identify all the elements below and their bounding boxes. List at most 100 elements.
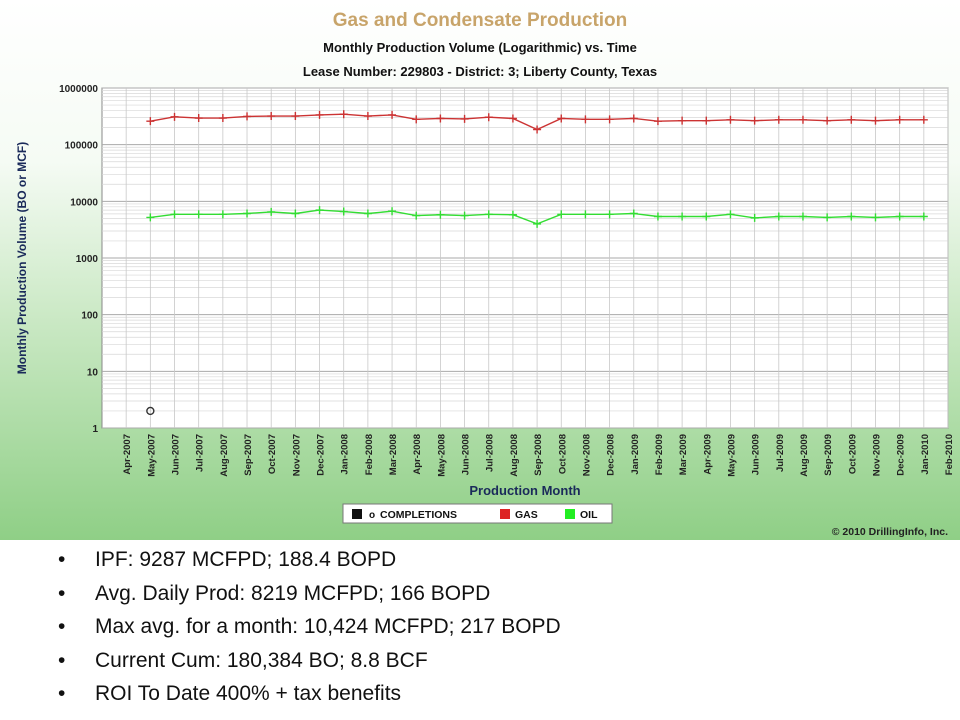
bullet-current-cum: Current Cum: 180,384 BO; 8.8 BCF — [58, 644, 561, 678]
data-point-oil — [339, 207, 348, 216]
y-axis-label: Monthly Production Volume (BO or MCF) — [15, 142, 29, 374]
x-tick-label: Dec-2008 — [606, 434, 617, 476]
data-point-oil — [533, 219, 542, 228]
data-point-oil — [605, 210, 614, 219]
x-tick-label: Dec-2007 — [316, 434, 327, 476]
data-point-oil — [267, 207, 276, 216]
data-point-gas — [702, 116, 711, 125]
x-tick-label: Mar-2008 — [388, 434, 399, 475]
x-tick-label: Sep-2009 — [823, 434, 834, 476]
data-point-gas — [605, 115, 614, 124]
x-tick-label: Jan-2010 — [920, 434, 931, 475]
data-point-oil — [460, 211, 469, 220]
y-tick-label: 100000 — [65, 141, 99, 152]
bullet-ipf: IPF: 9287 MCFPD; 188.4 BOPD — [58, 543, 561, 577]
legend-swatch-completions — [352, 509, 362, 519]
x-tick-label: Apr-2007 — [122, 434, 133, 475]
data-point-gas — [798, 115, 807, 124]
data-point-gas — [291, 112, 300, 121]
x-tick-label: Feb-2010 — [944, 434, 955, 475]
data-point-oil — [919, 212, 928, 221]
x-tick-label: Feb-2008 — [364, 434, 375, 475]
data-point-oil — [243, 209, 252, 218]
legend-swatch-oil — [565, 509, 575, 519]
legend-box — [342, 503, 613, 524]
y-tick-label: 10 — [87, 367, 99, 378]
y-tick-label: 1 — [92, 424, 98, 435]
data-point-oil — [412, 211, 421, 220]
legend-label-gas: GAS — [515, 509, 538, 521]
bullet-max-avg: Max avg. for a month: 10,424 MCFPD; 217 … — [58, 610, 561, 644]
data-point-gas — [243, 112, 252, 121]
data-point-gas — [436, 114, 445, 123]
data-point-gas — [170, 112, 179, 121]
production-chart: Gas and Condensate Production Monthly Pro… — [15, 10, 955, 538]
data-point-oil — [194, 210, 203, 219]
data-point-gas — [508, 114, 517, 123]
legend-label-oil: OIL — [580, 509, 598, 521]
x-tick-label: Jul-2009 — [775, 434, 786, 472]
data-point-gas — [557, 114, 566, 123]
x-tick-label: Dec-2009 — [896, 434, 907, 476]
y-tick-label: 1000 — [76, 254, 99, 265]
y-tick-label: 100 — [81, 311, 98, 322]
data-point-oil — [629, 209, 638, 218]
data-point-gas — [726, 115, 735, 124]
data-point-gas — [388, 110, 397, 119]
data-point-oil — [774, 212, 783, 221]
data-point-gas — [267, 112, 276, 121]
data-point-oil — [702, 212, 711, 221]
data-point-gas — [194, 114, 203, 123]
data-point-oil — [871, 213, 880, 222]
x-tick-label: Jun-2008 — [461, 434, 472, 475]
x-tick-label: May-2009 — [726, 434, 737, 477]
legend — [342, 503, 613, 524]
x-tick-label: Oct-2008 — [557, 434, 568, 474]
data-point-gas — [750, 116, 759, 125]
x-tick-label: Nov-2009 — [871, 434, 882, 476]
data-point-gas — [895, 115, 904, 124]
data-point-oil — [557, 210, 566, 219]
series-gas — [146, 110, 928, 134]
data-point-oil — [315, 206, 324, 215]
data-point-oil — [363, 209, 372, 218]
data-point-gas — [363, 112, 372, 121]
data-point-gas — [847, 115, 856, 124]
legend-completion-marker: o — [369, 510, 375, 521]
grid-lines — [102, 87, 949, 429]
x-tick-label: Aug-2009 — [799, 434, 810, 477]
data-point-gas — [533, 125, 542, 134]
x-tick-label: Jan-2009 — [630, 434, 641, 475]
x-tick-label: Aug-2007 — [219, 434, 230, 477]
x-tick-label: Jul-2008 — [485, 434, 496, 472]
x-tick-label: Jun-2009 — [751, 434, 762, 475]
y-tick-label: 10000 — [70, 197, 98, 208]
data-point-gas — [823, 116, 832, 125]
data-point-gas — [581, 115, 590, 124]
legend-label-completions: COMPLETIONS — [380, 509, 457, 521]
x-tick-label: Mar-2009 — [678, 434, 689, 475]
x-tick-label: May-2008 — [436, 434, 447, 477]
data-point-oil — [436, 210, 445, 219]
data-point-gas — [774, 115, 783, 124]
x-tick-label: May-2007 — [146, 434, 157, 477]
data-point-oil — [291, 209, 300, 218]
x-tick-label: Jul-2007 — [195, 434, 206, 472]
x-tick-label: Nov-2008 — [581, 434, 592, 476]
legend-swatch-gas — [500, 509, 510, 519]
data-point-gas — [315, 110, 324, 119]
data-point-gas — [629, 114, 638, 123]
x-tick-label: Aug-2008 — [509, 434, 520, 477]
data-point-oil — [847, 212, 856, 221]
copyright-text: © 2010 DrillingInfo, Inc. — [832, 526, 948, 538]
x-tick-label: Oct-2009 — [847, 434, 858, 474]
x-tick-label: Sep-2007 — [243, 434, 254, 476]
x-tick-label: Sep-2008 — [533, 434, 544, 476]
data-point-gas — [218, 114, 227, 123]
x-tick-label: Apr-2009 — [702, 434, 713, 475]
data-point-gas — [653, 117, 662, 126]
data-point-oil — [678, 212, 687, 221]
data-point-oil — [895, 212, 904, 221]
chart-lease-info: Lease Number: 229803 - District: 3; Libe… — [303, 64, 657, 79]
data-point-oil — [170, 210, 179, 219]
